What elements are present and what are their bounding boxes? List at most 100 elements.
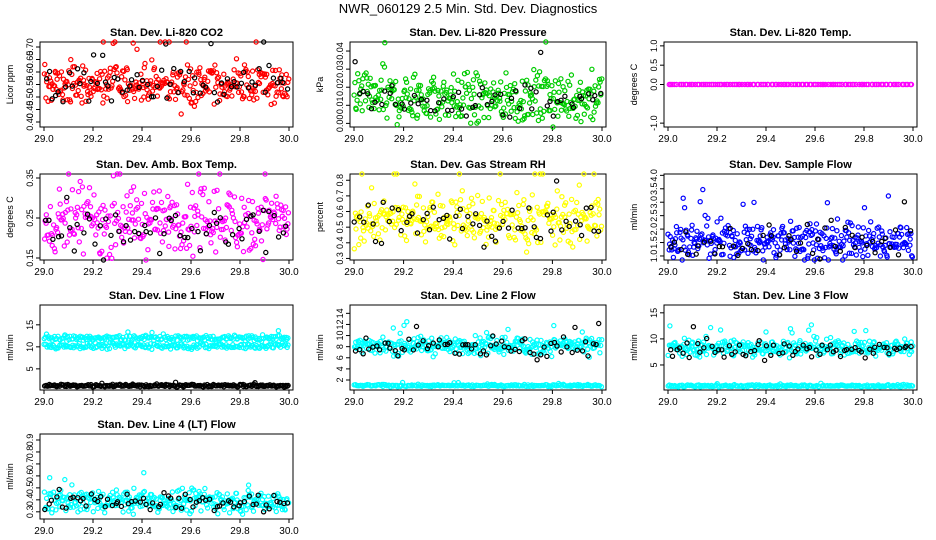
- data-point: [393, 221, 399, 228]
- data-point: [387, 78, 393, 84]
- data-point: [76, 239, 83, 245]
- data-point: [69, 186, 76, 193]
- y-tick-label: 0.70: [25, 38, 35, 56]
- data-point: [486, 195, 492, 201]
- data-point: [420, 205, 427, 211]
- data-point: [572, 218, 579, 224]
- data-point: [437, 202, 443, 209]
- data-point: [124, 66, 131, 73]
- data-point: [60, 98, 66, 105]
- data-point: [285, 210, 292, 216]
- data-point: [583, 205, 590, 211]
- y-tick-label: 15: [649, 308, 659, 318]
- data-point: [464, 232, 470, 239]
- data-point: [107, 213, 114, 219]
- data-point: [705, 215, 711, 221]
- data-point: [198, 186, 204, 192]
- data-point: [92, 241, 98, 247]
- data-point: [157, 39, 163, 45]
- data-point: [497, 98, 503, 104]
- y-tick-label: 0.8: [335, 174, 345, 187]
- data-point: [436, 216, 442, 223]
- data-point: [100, 202, 106, 209]
- data-point: [597, 350, 603, 356]
- data-point: [370, 223, 376, 229]
- data-point: [358, 235, 364, 241]
- data-point: [777, 247, 783, 253]
- data-point: [263, 197, 269, 203]
- data-point: [101, 68, 108, 74]
- data-point: [240, 69, 247, 76]
- y-tick-label: 0.3: [335, 252, 345, 265]
- data-point: [506, 101, 512, 107]
- data-point: [52, 92, 59, 99]
- data-point: [451, 225, 457, 232]
- data-point: [403, 237, 410, 244]
- data-point: [418, 92, 424, 98]
- data-point: [441, 79, 447, 85]
- data-point: [179, 220, 186, 226]
- data-point: [448, 84, 454, 91]
- data-point: [66, 69, 73, 76]
- data-point: [856, 81, 863, 88]
- data-point: [380, 334, 386, 340]
- data-point: [446, 112, 452, 119]
- data-point: [192, 98, 199, 105]
- data-point: [436, 99, 442, 106]
- y-tick-label: 0.5: [649, 59, 659, 72]
- data-point: [226, 204, 232, 210]
- data-point: [184, 62, 191, 68]
- data-point: [402, 87, 408, 93]
- data-point: [872, 81, 878, 88]
- data-point: [498, 91, 504, 98]
- data-point: [243, 216, 250, 223]
- data-point: [479, 198, 485, 205]
- data-point: [50, 236, 56, 242]
- data-point: [853, 252, 860, 258]
- data-point: [359, 171, 365, 177]
- x-tick-label: 29.0: [344, 267, 364, 278]
- data-point: [276, 67, 282, 73]
- data-point: [122, 77, 128, 83]
- data-point: [231, 67, 237, 73]
- data-point: [218, 80, 225, 86]
- data-point: [360, 88, 366, 95]
- data-point: [534, 204, 540, 210]
- data-point: [142, 222, 148, 229]
- data-point: [438, 88, 444, 94]
- data-point: [124, 98, 131, 105]
- data-point: [94, 220, 100, 226]
- data-point: [93, 232, 99, 238]
- data-point: [367, 75, 373, 82]
- data-point: [217, 215, 223, 221]
- data-point: [164, 95, 170, 101]
- y-tick-label: 4.0: [649, 169, 659, 182]
- data-point: [75, 224, 81, 231]
- data-point: [224, 491, 230, 497]
- data-point: [574, 112, 581, 119]
- data-point: [808, 354, 815, 360]
- data-point: [375, 92, 381, 98]
- data-point: [183, 39, 189, 45]
- x-tick-label: 30.0: [903, 267, 923, 278]
- data-point: [401, 106, 408, 112]
- data-point: [186, 68, 192, 75]
- data-point: [562, 93, 568, 100]
- data-point: [443, 89, 449, 96]
- data-point: [141, 488, 148, 495]
- data-point: [424, 110, 430, 117]
- data-point: [46, 68, 53, 75]
- data-point: [130, 88, 137, 95]
- data-point: [85, 198, 91, 205]
- x-tick-label: 29.0: [344, 397, 364, 408]
- data-point: [509, 207, 515, 213]
- data-point: [430, 74, 437, 80]
- data-point: [213, 69, 220, 76]
- data-point: [141, 94, 147, 100]
- data-point: [584, 238, 590, 244]
- data-point: [766, 222, 772, 228]
- data-point: [174, 84, 180, 91]
- data-point: [703, 351, 710, 358]
- data-point: [396, 114, 402, 120]
- data-point: [108, 98, 115, 104]
